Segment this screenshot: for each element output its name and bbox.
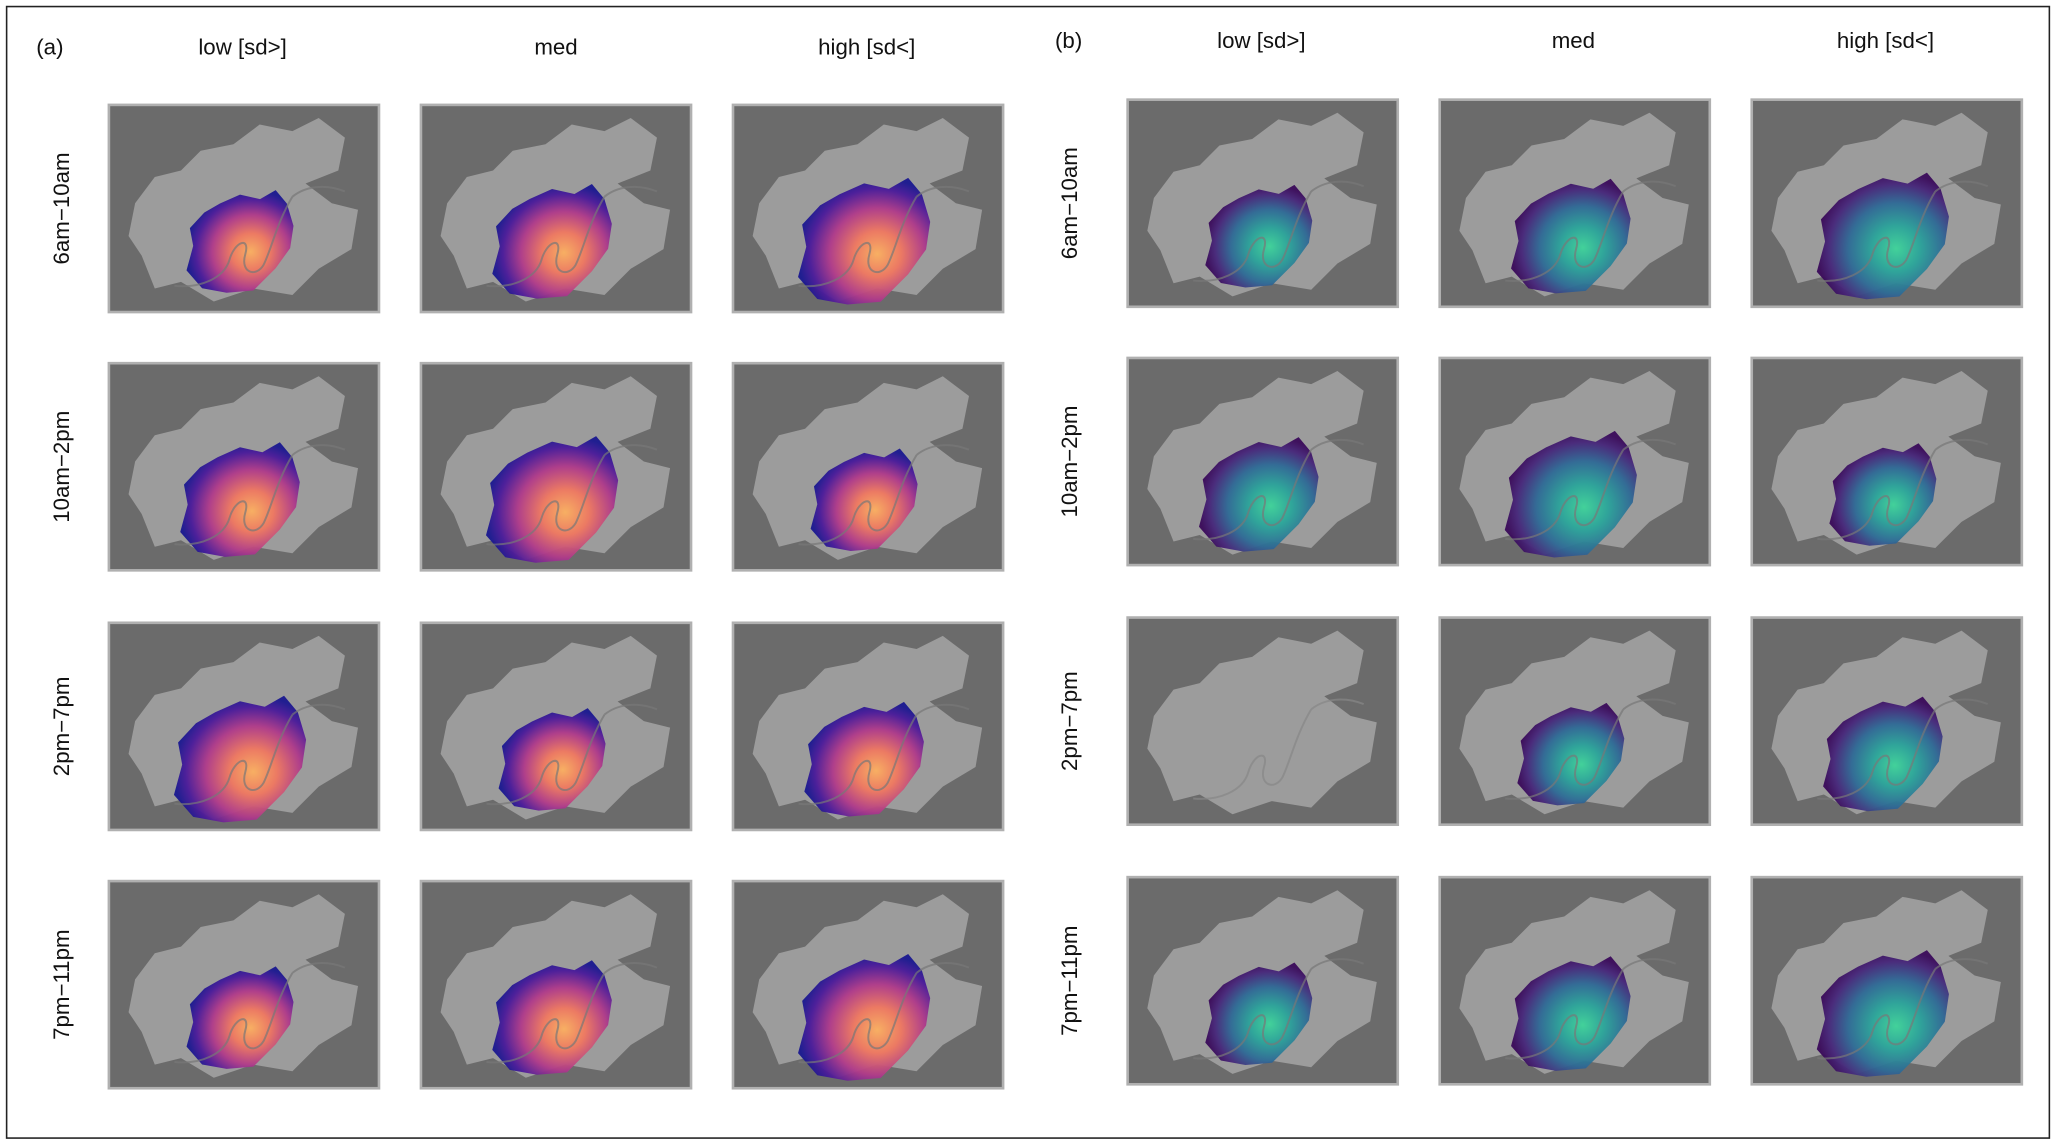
row-label: 10am−2pm xyxy=(1057,406,1082,518)
map-tile xyxy=(1752,877,2022,1084)
row-label: 7pm−11pm xyxy=(49,929,74,1039)
row-label: 7pm−11pm xyxy=(1057,926,1082,1036)
column-header: high [sd<] xyxy=(818,34,915,59)
map-tile xyxy=(109,881,379,1088)
map-tile xyxy=(421,105,691,312)
map-tile xyxy=(1752,618,2022,825)
column-header: low [sd>] xyxy=(198,34,286,59)
map-tile xyxy=(733,881,1003,1088)
map-tile xyxy=(1128,358,1398,565)
column-header: low [sd>] xyxy=(1217,28,1306,53)
map-tile xyxy=(1752,100,2022,307)
map-tile xyxy=(1440,358,1710,565)
map-tile xyxy=(733,105,1003,312)
row-label: 10am−2pm xyxy=(49,411,74,523)
map-tile xyxy=(1440,618,1710,825)
map-tile xyxy=(1440,100,1710,307)
map-tile xyxy=(1128,618,1398,825)
page: {"panels": [ {"label": "(a)", "columns":… xyxy=(0,0,2056,1142)
map-tile xyxy=(421,623,691,830)
map-tile xyxy=(109,363,379,570)
map-tile xyxy=(109,623,379,830)
column-header: med xyxy=(534,34,577,59)
column-header: med xyxy=(1552,28,1595,53)
map-tile xyxy=(1128,877,1398,1084)
panel-label: (b) xyxy=(1055,28,1082,53)
map-tile xyxy=(109,105,379,312)
map-tile xyxy=(1752,358,2022,565)
row-label: 2pm−7pm xyxy=(49,677,74,777)
map-tile xyxy=(421,363,691,570)
row-label: 6am−10am xyxy=(49,152,74,264)
map-tile xyxy=(1440,877,1710,1084)
map-tile xyxy=(421,881,691,1088)
row-label: 2pm−7pm xyxy=(1057,671,1082,771)
map-tile xyxy=(733,623,1003,830)
column-header: high [sd<] xyxy=(1837,28,1934,53)
row-label: 6am−10am xyxy=(1057,147,1082,259)
map-tile xyxy=(1128,100,1398,307)
map-tile xyxy=(733,363,1003,570)
figure: (a) low [sd>] med high [sd<] 6am−10am 10am−2p… xyxy=(0,0,2056,1142)
panel-label: (a) xyxy=(36,34,63,59)
